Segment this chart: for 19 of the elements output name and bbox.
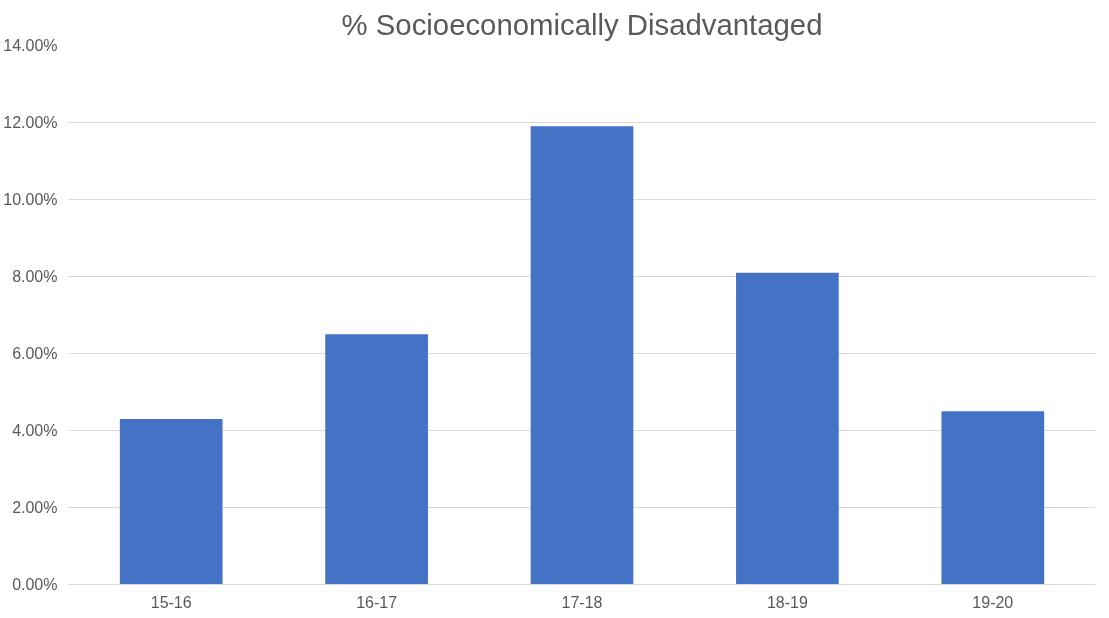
bar bbox=[736, 272, 839, 585]
y-tick-label: 12.00% bbox=[3, 114, 58, 131]
x-tick-label: 19-20 bbox=[972, 593, 1014, 611]
y-tick-label: 8.00% bbox=[12, 268, 58, 285]
bar bbox=[325, 334, 428, 585]
chart-title: % Socioeconomically Disadvantaged bbox=[341, 7, 823, 41]
x-tick-label: 15-16 bbox=[150, 593, 192, 611]
y-tick-label: 4.00% bbox=[12, 422, 58, 439]
y-tick-label: 14.00% bbox=[3, 37, 58, 54]
y-tick-label: 6.00% bbox=[12, 345, 58, 362]
bar bbox=[941, 411, 1045, 585]
bar bbox=[119, 418, 223, 585]
x-tick-label: 17-18 bbox=[561, 593, 603, 611]
y-tick-label: 10.00% bbox=[3, 191, 58, 208]
y-tick-label: 2.00% bbox=[12, 499, 58, 516]
bar bbox=[530, 126, 634, 585]
y-tick-label: 0.00% bbox=[12, 576, 58, 593]
x-tick-label: 16-17 bbox=[356, 593, 398, 611]
x-tick-label: 18-19 bbox=[766, 593, 808, 611]
